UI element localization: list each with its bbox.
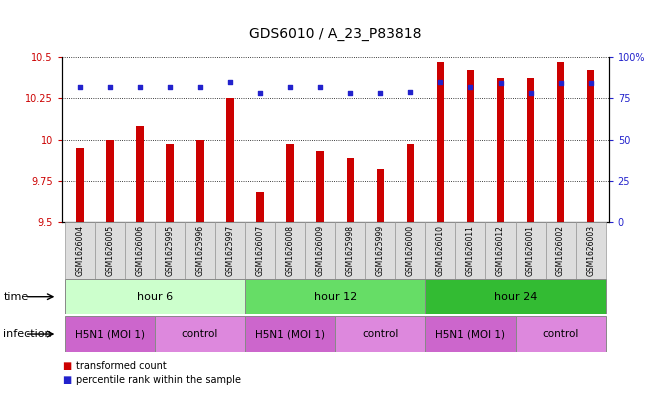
Bar	[376, 169, 384, 222]
Text: GSM1625996: GSM1625996	[195, 225, 204, 276]
Bar	[155, 316, 245, 352]
Text: GSM1626011: GSM1626011	[466, 225, 475, 276]
Point	[195, 84, 205, 90]
Text: transformed count: transformed count	[76, 361, 167, 371]
Point	[525, 90, 536, 96]
Bar	[95, 222, 125, 279]
Text: GSM1626008: GSM1626008	[286, 225, 295, 276]
Bar	[256, 192, 264, 222]
Bar	[425, 316, 516, 352]
Text: GSM1625998: GSM1625998	[346, 225, 355, 276]
Text: ■: ■	[62, 361, 71, 371]
Point	[345, 90, 355, 96]
Bar	[527, 79, 534, 222]
Text: GSM1626003: GSM1626003	[586, 225, 595, 276]
Bar	[65, 316, 155, 352]
Text: H5N1 (MOI 1): H5N1 (MOI 1)	[255, 329, 326, 339]
Bar	[227, 98, 234, 222]
Bar	[467, 70, 474, 222]
Bar	[557, 62, 564, 222]
Point	[75, 84, 85, 90]
Bar	[65, 222, 95, 279]
Bar	[106, 140, 114, 222]
Point	[405, 88, 415, 95]
Bar	[76, 148, 83, 222]
Point	[225, 79, 235, 85]
Bar	[185, 222, 215, 279]
Bar	[425, 279, 605, 314]
Text: control: control	[362, 329, 398, 339]
Text: ■: ■	[62, 375, 71, 385]
Text: hour 24: hour 24	[494, 292, 537, 302]
Text: H5N1 (MOI 1): H5N1 (MOI 1)	[75, 329, 145, 339]
Bar	[497, 79, 505, 222]
Bar	[587, 70, 594, 222]
Text: GSM1626000: GSM1626000	[406, 225, 415, 276]
Bar	[275, 222, 305, 279]
Point	[495, 80, 506, 86]
Text: GSM1626012: GSM1626012	[496, 225, 505, 276]
Text: GDS6010 / A_23_P83818: GDS6010 / A_23_P83818	[249, 27, 421, 41]
Bar	[575, 222, 605, 279]
Point	[585, 80, 596, 86]
Point	[165, 84, 175, 90]
Bar	[305, 222, 335, 279]
Bar	[407, 145, 414, 222]
Bar	[456, 222, 486, 279]
Point	[135, 84, 145, 90]
Text: GSM1625997: GSM1625997	[226, 225, 234, 276]
Text: GSM1625995: GSM1625995	[165, 225, 174, 276]
Bar	[365, 222, 395, 279]
Text: GSM1626010: GSM1626010	[436, 225, 445, 276]
Bar	[486, 222, 516, 279]
Text: GSM1626005: GSM1626005	[105, 225, 115, 276]
Bar	[136, 126, 144, 222]
Bar	[155, 222, 185, 279]
Bar	[245, 316, 335, 352]
Bar	[346, 158, 354, 222]
Bar	[245, 222, 275, 279]
Text: hour 12: hour 12	[314, 292, 357, 302]
Point	[255, 90, 266, 96]
Bar	[125, 222, 155, 279]
Bar	[197, 140, 204, 222]
Text: GSM1626004: GSM1626004	[76, 225, 85, 276]
Text: infection: infection	[3, 329, 52, 339]
Bar	[166, 145, 174, 222]
Point	[555, 80, 566, 86]
Text: GSM1626002: GSM1626002	[556, 225, 565, 276]
Text: control: control	[182, 329, 218, 339]
Text: control: control	[542, 329, 579, 339]
Bar	[335, 316, 425, 352]
Bar	[215, 222, 245, 279]
Point	[465, 84, 476, 90]
Point	[315, 84, 326, 90]
Bar	[516, 222, 546, 279]
Bar	[425, 222, 456, 279]
Bar	[546, 222, 575, 279]
Point	[285, 84, 296, 90]
Bar	[335, 222, 365, 279]
Text: GSM1626006: GSM1626006	[135, 225, 145, 276]
Text: GSM1626009: GSM1626009	[316, 225, 325, 276]
Bar	[286, 145, 294, 222]
Bar	[395, 222, 425, 279]
Text: GSM1625999: GSM1625999	[376, 225, 385, 276]
Text: GSM1626001: GSM1626001	[526, 225, 535, 276]
Text: GSM1626007: GSM1626007	[256, 225, 265, 276]
Bar	[245, 279, 425, 314]
Text: percentile rank within the sample: percentile rank within the sample	[76, 375, 241, 385]
Bar	[437, 62, 444, 222]
Text: hour 6: hour 6	[137, 292, 173, 302]
Point	[436, 79, 446, 85]
Point	[105, 84, 115, 90]
Bar	[65, 279, 245, 314]
Point	[375, 90, 385, 96]
Text: H5N1 (MOI 1): H5N1 (MOI 1)	[436, 329, 505, 339]
Bar	[516, 316, 605, 352]
Text: time: time	[3, 292, 29, 302]
Bar	[316, 151, 324, 222]
